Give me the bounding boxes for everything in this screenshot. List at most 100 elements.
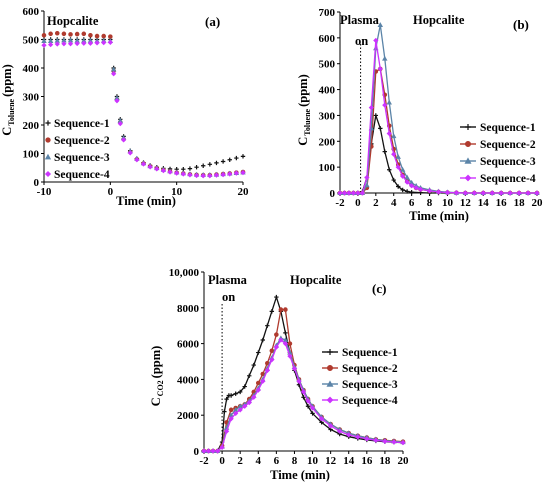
legend-marker-a-3 — [44, 153, 52, 160]
data-point-c-2 — [283, 307, 288, 312]
legend-marker-c-1 — [327, 349, 333, 355]
data-point-c-4 — [291, 366, 298, 372]
axes-c: -2 0 2 4 6 8 10 12 14 16 18 200200040006000800010,0… — [169, 267, 409, 467]
data-point-a-2 — [61, 31, 67, 37]
data-point-a-4 — [48, 42, 54, 48]
legend-a: Sequence-1 Sequence-2 Sequence-3 Sequence-4 — [44, 118, 110, 181]
data-point-b-4 — [373, 37, 379, 44]
data-point-b-4 — [516, 190, 522, 196]
x-axis-label-a: Time (min) — [116, 194, 176, 208]
x-axis-label-b: Time (min) — [409, 209, 469, 223]
y-tick-label-b: 700 — [319, 7, 336, 19]
data-point-a-4 — [167, 169, 173, 175]
data-point-b-4 — [346, 190, 352, 196]
legend-label-c-1: Sequence-1 — [342, 347, 398, 359]
data-point-c-4 — [260, 378, 266, 384]
y-tick-label-b: 600 — [319, 33, 336, 45]
y-tick-label-b: 0 — [330, 188, 336, 200]
chart-panel-c: Plasma on Hopcalite (c) Time (min) CCO2(… — [149, 267, 409, 482]
data-point-c-4 — [242, 403, 248, 409]
data-point-a-2 — [108, 34, 113, 39]
x-tick-label-b: 16 — [496, 197, 508, 209]
data-point-c-4 — [318, 416, 325, 422]
data-point-a-2 — [74, 31, 80, 37]
data-point-c-4 — [228, 416, 234, 422]
y-tick-label-a: 300 — [23, 92, 40, 104]
data-point-c-4 — [233, 410, 239, 417]
data-point-a-4 — [180, 171, 186, 177]
y-tick-label-a: 200 — [23, 120, 40, 132]
x-tick-label-c: 20 — [398, 455, 410, 467]
data-point-a-4 — [111, 71, 117, 77]
data-point-c-1 — [301, 395, 306, 400]
data-point-b-4 — [444, 189, 451, 196]
y-axis-label-sub-c: CO2 — [156, 380, 165, 396]
data-point-c-2 — [278, 307, 284, 312]
svg-text:CToluene(ppm): C Toluene(ppm) — [296, 74, 312, 146]
data-point-b-3 — [382, 55, 388, 61]
data-point-c-4 — [219, 444, 225, 451]
data-point-b-4 — [400, 173, 406, 179]
x-tick-label-b: 4 — [391, 197, 397, 209]
legend-marker-a-4 — [44, 170, 52, 178]
data-point-c-4 — [287, 353, 293, 359]
data-point-a-4 — [134, 157, 140, 163]
x-tick-label-a: 20 — [238, 186, 250, 198]
y-axis-label-main-b: C — [296, 137, 310, 146]
data-point-b-4 — [386, 130, 392, 137]
x-tick-label-c: 18 — [379, 455, 391, 467]
x-tick-label-a: -10 — [37, 186, 52, 198]
data-point-a-4 — [114, 98, 120, 104]
y-tick-label-a: 400 — [23, 63, 40, 75]
data-point-a-2 — [68, 32, 73, 37]
x-axis-label-c: Time (min) — [270, 468, 330, 482]
x-tick-label-b: -2 — [335, 197, 345, 209]
data-point-a-4 — [213, 172, 220, 178]
legend-label-c-3: Sequence-3 — [342, 379, 398, 391]
data-point-b-1 — [396, 184, 401, 189]
panel-label-b: (b) — [513, 17, 529, 32]
data-point-a-4 — [160, 167, 167, 174]
legend-b: Sequence-1 Sequence-2 Sequence-3 Sequence-4 — [460, 122, 536, 185]
x-tick-label-b: 0 — [355, 197, 361, 209]
data-point-b-3 — [377, 22, 384, 27]
data-point-b-4 — [404, 179, 410, 185]
data-point-b-3 — [391, 133, 397, 139]
data-point-c-4 — [400, 439, 406, 446]
legend-label-a-2: Sequence-2 — [54, 135, 110, 147]
data-point-c-1 — [274, 294, 279, 300]
data-point-b-1 — [400, 187, 405, 193]
data-point-b-3 — [364, 182, 370, 188]
data-point-c-4 — [305, 398, 311, 404]
data-point-b-3 — [386, 99, 392, 105]
data-point-c-4 — [282, 340, 289, 347]
data-point-b-1 — [404, 189, 410, 194]
data-point-c-1 — [224, 396, 229, 402]
data-point-c-4 — [355, 434, 361, 440]
data-point-c-2 — [255, 380, 261, 386]
data-point-b-4 — [471, 190, 477, 196]
annotation-hopcalite-a: Hopcalite — [47, 14, 99, 28]
x-tick-label-a: 0 — [108, 186, 114, 198]
data-point-a-2 — [88, 32, 93, 38]
data-point-a-4 — [200, 173, 206, 179]
data-point-a-4 — [107, 39, 113, 45]
x-tick-label-c: 2 — [237, 455, 243, 467]
data-point-c-1 — [310, 411, 315, 416]
legend-label-a-1: Sequence-1 — [54, 118, 110, 130]
data-point-b-4 — [534, 190, 540, 196]
data-point-a-1 — [214, 160, 219, 166]
data-point-b-4 — [480, 190, 486, 196]
y-axis-label-unit-c: (ppm) — [149, 346, 163, 379]
data-point-b-1 — [378, 126, 383, 131]
data-point-c-4 — [296, 378, 302, 384]
data-point-c-4 — [210, 448, 216, 454]
x-tick-label-b: 2 — [373, 197, 379, 209]
y-tick-label-a: 500 — [23, 35, 40, 47]
x-tick-label-b: 10 — [442, 197, 454, 209]
data-point-a-2 — [101, 33, 106, 39]
x-tick-label-b: 12 — [460, 197, 472, 209]
data-point-c-1 — [242, 384, 247, 389]
